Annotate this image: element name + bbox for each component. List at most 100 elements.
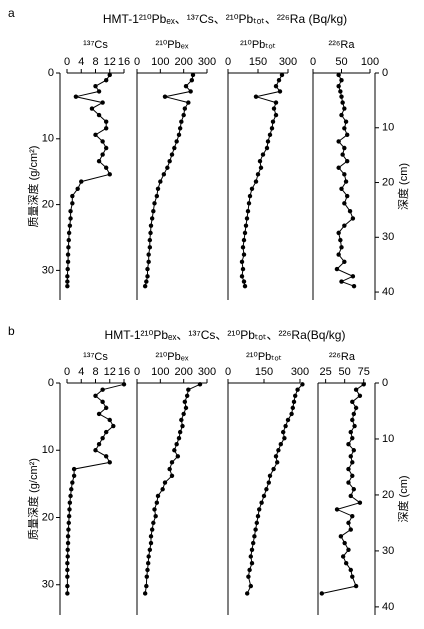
- data-point: [339, 279, 344, 284]
- data-point: [145, 274, 150, 279]
- data-point: [69, 487, 74, 492]
- data-point: [291, 399, 297, 405]
- data-point: [334, 266, 340, 272]
- data-point: [343, 561, 349, 566]
- data-point: [176, 132, 182, 138]
- data-point: [264, 487, 269, 492]
- data-point: [342, 106, 347, 111]
- x-tick-label: 200: [174, 366, 192, 378]
- data-point: [270, 119, 276, 124]
- data-point: [347, 208, 353, 214]
- data-point: [181, 411, 186, 417]
- data-point: [342, 259, 347, 265]
- y2-tick-label: 10: [382, 122, 394, 134]
- data-point: [350, 460, 355, 465]
- data-point: [346, 441, 351, 447]
- data-point: [145, 266, 150, 272]
- data-point: [241, 279, 247, 284]
- data-point: [340, 100, 345, 105]
- data-point: [348, 493, 353, 499]
- y-tick-label: 0: [48, 377, 54, 389]
- data-point: [189, 78, 195, 83]
- data-point: [267, 132, 273, 138]
- data-point: [240, 266, 246, 272]
- data-point: [169, 152, 175, 157]
- y2-tick-label: 40: [382, 601, 394, 613]
- data-point: [186, 387, 191, 392]
- data-point: [165, 165, 170, 170]
- data-point: [144, 574, 149, 579]
- data-point: [357, 500, 363, 505]
- data-point: [276, 448, 281, 453]
- data-point: [252, 534, 257, 539]
- data-point: [289, 411, 294, 417]
- data-point: [65, 574, 70, 579]
- y2-tick-label: 10: [382, 433, 394, 445]
- data-point: [167, 158, 172, 164]
- data-point: [103, 126, 109, 131]
- data-point: [65, 252, 71, 257]
- data-point: [176, 435, 182, 441]
- profile-line: [66, 383, 125, 594]
- data-point: [93, 393, 98, 398]
- data-point: [240, 245, 246, 250]
- data-point: [103, 78, 109, 83]
- data-point: [188, 89, 193, 94]
- x-tick-label: 0: [134, 366, 140, 378]
- y2-tick-label: 20: [382, 176, 394, 188]
- data-point: [154, 500, 160, 505]
- data-point: [71, 466, 77, 472]
- data-point: [271, 106, 277, 111]
- x-tick-label: 8: [92, 56, 98, 68]
- data-point: [334, 507, 340, 512]
- data-point: [147, 237, 153, 243]
- data-point: [65, 561, 70, 566]
- data-point: [155, 186, 161, 192]
- data-point: [248, 583, 253, 589]
- data-point: [142, 591, 148, 596]
- data-point: [107, 460, 112, 465]
- data-point: [93, 448, 98, 453]
- data-point: [65, 279, 70, 284]
- y-axis-label: 质量深度 (g/cm²): [26, 146, 40, 228]
- data-point: [96, 89, 102, 94]
- x-tick-label: 8: [92, 366, 98, 378]
- x-tick-label: 300: [198, 56, 216, 68]
- x-tick-label: 100: [361, 56, 379, 68]
- data-point: [100, 100, 105, 105]
- data-point: [266, 480, 271, 485]
- x-tick-label: 300: [279, 56, 297, 68]
- data-point: [342, 126, 347, 131]
- data-point: [273, 83, 279, 89]
- x-tick-label: 0: [64, 56, 70, 68]
- data-point: [336, 83, 341, 89]
- data-point: [247, 193, 253, 199]
- data-point: [100, 435, 105, 441]
- y2-axis-label: 深度 (cm): [396, 163, 410, 210]
- data-point: [257, 158, 263, 164]
- x-tick-label: 4: [78, 56, 84, 68]
- data-point: [67, 507, 72, 512]
- data-point: [65, 583, 70, 589]
- x-tick-label: 75: [358, 366, 370, 378]
- data-point: [180, 423, 185, 429]
- data-point: [96, 411, 102, 417]
- data-point: [144, 583, 149, 589]
- data-point: [181, 112, 186, 118]
- data-point: [295, 387, 300, 392]
- data-point: [100, 139, 105, 144]
- data-point: [161, 172, 167, 177]
- data-point: [65, 567, 70, 573]
- data-point: [149, 216, 155, 221]
- data-point: [66, 245, 71, 250]
- x-tick-label: 12: [104, 56, 116, 68]
- data-point: [65, 547, 70, 552]
- data-point: [264, 145, 270, 151]
- data-point: [68, 208, 73, 214]
- data-point: [147, 245, 153, 250]
- data-point: [350, 513, 355, 519]
- x-tick-label: 150: [249, 56, 267, 68]
- data-point: [65, 591, 70, 596]
- data-point: [93, 83, 98, 89]
- data-point: [160, 487, 165, 492]
